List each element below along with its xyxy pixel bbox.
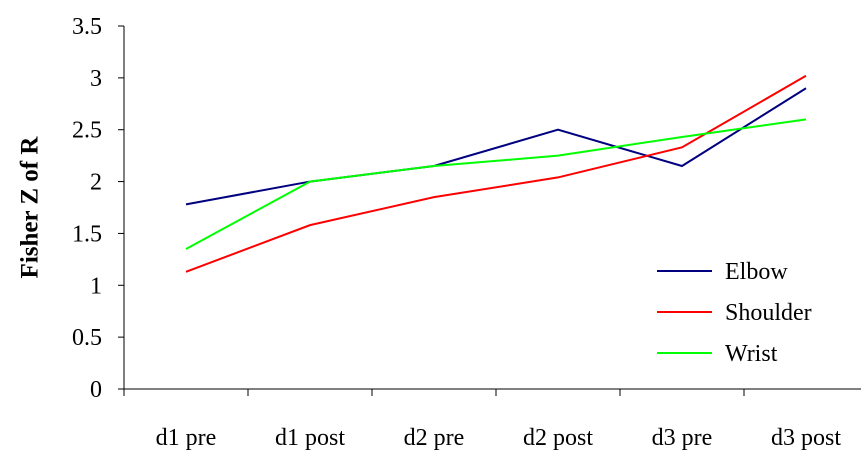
x-tick-label: d2 post — [523, 425, 593, 451]
x-tick-label: d1 pre — [156, 425, 217, 451]
x-tick-label: d3 post — [771, 425, 841, 451]
y-axis-ticks: 0 0.5 1 1.5 2 2.5 3 3.5 — [72, 14, 124, 403]
y-axis-title: Fisher Z of R — [17, 136, 44, 279]
x-axis-ticks: d1 pre d1 post d2 pre d2 post d3 pre d3 post — [123, 389, 841, 451]
y-tick-label: 1 — [90, 273, 102, 299]
legend-label-elbow: Elbow — [725, 259, 788, 285]
legend: Elbow Shoulder Wrist — [657, 259, 812, 367]
series-layer — [185, 74, 807, 273]
y-tick-label: 2 — [90, 170, 102, 196]
series-line-elbow — [185, 87, 807, 206]
series-line-wrist — [185, 118, 807, 250]
y-tick-label: 2.5 — [72, 118, 102, 144]
y-tick-label: 3 — [90, 66, 102, 92]
y-tick-label: 0.5 — [72, 325, 102, 351]
legend-label-wrist: Wrist — [725, 341, 778, 367]
x-tick-label: d3 pre — [652, 425, 713, 451]
x-tick-label: d1 post — [275, 425, 345, 451]
y-tick-label: 3.5 — [72, 14, 102, 40]
y-tick-label: 0 — [90, 377, 102, 403]
x-tick-label: d2 pre — [404, 425, 465, 451]
y-tick-label: 1.5 — [72, 221, 102, 247]
series-line-shoulder — [185, 74, 807, 273]
legend-label-shoulder: Shoulder — [725, 300, 812, 326]
